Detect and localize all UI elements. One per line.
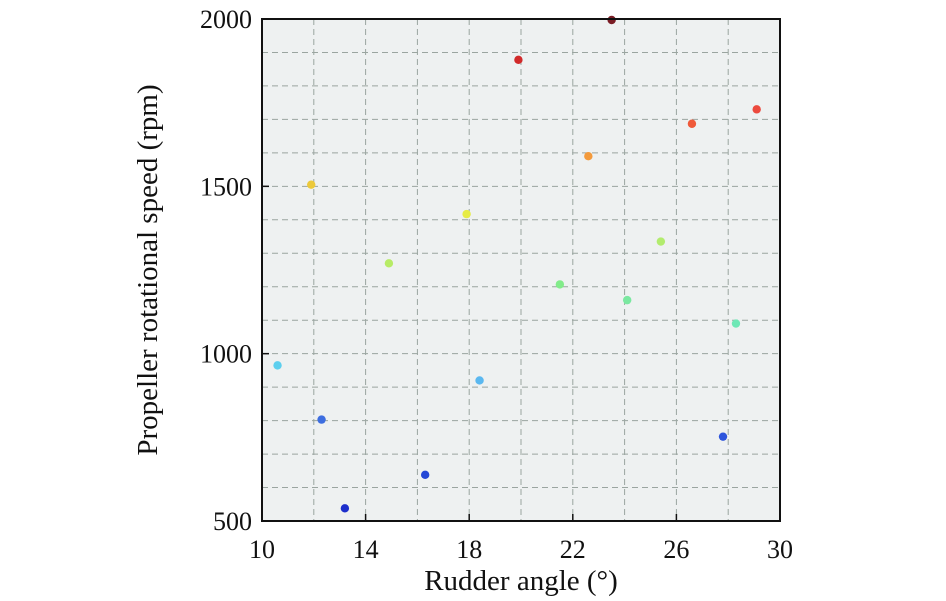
y-tick-label: 500	[213, 507, 252, 536]
data-point	[317, 415, 326, 424]
y-axis-title: Propeller rotational speed (rpm)	[132, 84, 164, 455]
x-tick-label: 22	[560, 535, 586, 564]
x-tick-label: 14	[353, 535, 379, 564]
axis-ticks	[261, 18, 781, 522]
data-point	[340, 504, 350, 513]
data-point	[555, 280, 565, 289]
y-tick-label: 1000	[200, 340, 252, 369]
data-point	[584, 152, 593, 161]
data-point	[384, 259, 394, 268]
data-point	[622, 295, 632, 305]
data-point	[656, 237, 666, 246]
x-tick-label: 10	[249, 535, 275, 564]
data-point	[475, 376, 484, 385]
data-point	[462, 209, 471, 219]
data-point	[420, 470, 430, 480]
x-axis-title: Rudder angle (°)	[424, 565, 618, 597]
data-point	[307, 180, 316, 189]
x-tick-label: 18	[456, 535, 482, 564]
data-point	[514, 55, 523, 65]
y-tick-label: 1500	[200, 172, 252, 201]
x-tick-label: 26	[663, 535, 689, 564]
x-tick-label: 30	[767, 535, 793, 564]
x-tick-labels: 10 14 18 22 26 30	[249, 535, 793, 564]
y-tick-label: 2000	[200, 5, 252, 34]
grid-lines	[262, 19, 780, 521]
data-points	[273, 15, 761, 513]
data-point	[273, 361, 282, 370]
plot-frame	[261, 18, 781, 522]
data-point	[718, 432, 728, 441]
data-point	[752, 105, 761, 114]
y-tick-labels: 500 1000 1500 2000	[200, 5, 252, 536]
data-point	[607, 15, 616, 25]
data-point	[731, 319, 741, 328]
data-point	[687, 119, 697, 128]
